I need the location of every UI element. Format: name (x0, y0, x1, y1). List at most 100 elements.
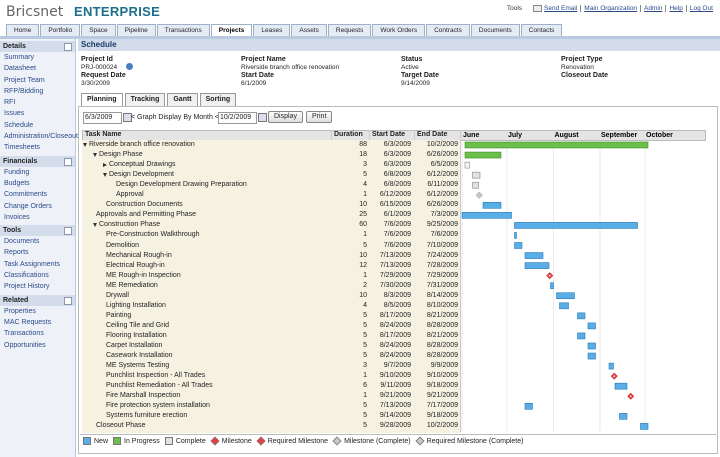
task-duration: 60 (359, 221, 367, 229)
nav-tab[interactable]: Portfolio (40, 24, 81, 36)
sidebar-link[interactable]: Change Orders (4, 202, 52, 210)
nav-tab[interactable]: Assets (291, 24, 327, 36)
button[interactable]: Print (306, 111, 333, 123)
nav-tab[interactable]: Leases (253, 24, 291, 36)
nav-tab[interactable]: Contacts (520, 24, 563, 36)
nav-tab[interactable]: Contracts (426, 24, 470, 36)
legend-item: Complete (164, 437, 206, 445)
sidebar-link[interactable]: Opportunities (4, 341, 46, 349)
top-link[interactable]: Admin (644, 5, 663, 12)
task-end: 6/12/2009 (426, 171, 458, 179)
calendar-icon[interactable] (258, 113, 267, 122)
tree-toggle[interactable] (93, 152, 97, 157)
task-name: Fire protection system installation (106, 402, 210, 410)
top-link-wrap: Log Out (685, 5, 716, 12)
sidebar-link[interactable]: Datasheet (4, 65, 36, 73)
collapse-icon[interactable] (64, 296, 72, 305)
sidebar-section-header[interactable]: Related (0, 294, 75, 306)
task-start: 8/17/2009 (379, 331, 411, 339)
tree-toggle[interactable] (93, 222, 97, 227)
view-tab[interactable]: Planning (81, 93, 123, 106)
sidebar-link[interactable]: Funding (4, 168, 30, 176)
tree-toggle[interactable] (103, 172, 107, 177)
collapse-icon[interactable] (64, 43, 72, 51)
gantt-bar (461, 212, 512, 219)
sidebar-link[interactable]: RFI (4, 99, 16, 107)
sidebar-link[interactable]: Project Team (4, 76, 45, 84)
top-link[interactable]: Help (669, 5, 683, 12)
sidebar-link[interactable]: Timesheets (4, 144, 40, 152)
tree-toggle[interactable] (83, 142, 87, 147)
sidebar-link[interactable]: Administration/Closeout (4, 133, 78, 141)
task-duration: 1 (363, 191, 367, 199)
nav-tab[interactable]: Home (6, 24, 40, 36)
nav-tab[interactable]: Work Orders (372, 24, 426, 36)
task-duration: 5 (363, 241, 367, 249)
task-duration: 18 (359, 151, 367, 159)
sidebar-section-header[interactable]: Tools (0, 225, 75, 237)
task-start: 6/3/2009 (383, 161, 411, 169)
sidebar-section-header[interactable]: Financials (0, 155, 75, 167)
sidebar-link[interactable]: Commitments (4, 191, 48, 199)
task-duration: 10 (359, 291, 367, 299)
sidebar-link[interactable]: MAC Requests (4, 318, 52, 326)
nav-tab[interactable]: Requests (327, 24, 372, 36)
top-link[interactable]: Send Email (544, 5, 578, 12)
field-label: Start Date (241, 72, 275, 79)
task-end: 6/26/2009 (426, 151, 458, 159)
view-tabs: Planning Tracking Gantt Sorting (81, 93, 238, 106)
task-end: 7/3/2009 (430, 211, 458, 219)
button[interactable]: Display (268, 111, 303, 123)
task-start: 7/29/2009 (379, 271, 411, 279)
sidebar-section-header[interactable]: Details (0, 41, 75, 52)
nav-tab[interactable]: Transactions (156, 24, 210, 36)
collapse-icon[interactable] (64, 157, 72, 166)
sidebar-link[interactable]: Project History (4, 283, 50, 291)
task-duration: 4 (363, 181, 367, 189)
task-duration: 4 (363, 301, 367, 309)
gantt-bar (559, 302, 569, 310)
task-start: 9/10/2009 (379, 372, 411, 380)
task-start: 6/3/2009 (383, 151, 411, 159)
top-link[interactable]: Main Organization (584, 5, 638, 12)
task-name: Ceiling Tile and Grid (106, 321, 170, 329)
date-input[interactable]: 6/3/2009 (83, 112, 122, 124)
sidebar-link[interactable]: Issues (4, 110, 25, 118)
sidebar-link[interactable]: Reports (4, 249, 29, 257)
tools-menu[interactable]: Tools (506, 5, 523, 12)
nav-tabs: Home Portfolio Space Pipeline Transactions Pr… (6, 24, 563, 36)
legend-item: In Progress (113, 437, 160, 445)
nav-tab[interactable]: Projects (210, 24, 253, 36)
sidebar-link[interactable]: Schedule (4, 121, 34, 129)
tree-toggle[interactable] (103, 162, 107, 167)
nav-tab[interactable]: Space (81, 24, 116, 36)
nav-tab[interactable]: Pipeline (116, 24, 156, 36)
nav-tab[interactable]: Documents (470, 24, 520, 36)
view-tab[interactable]: Sorting (199, 93, 237, 106)
sidebar-link[interactable]: Transactions (4, 330, 44, 338)
task-start: 9/7/2009 (383, 362, 411, 370)
view-tab[interactable]: Tracking (124, 93, 166, 106)
info-icon[interactable] (126, 63, 133, 70)
date-input[interactable]: 10/2/2009 (218, 112, 257, 124)
sidebar-link[interactable]: Classifications (4, 272, 49, 280)
top-link[interactable]: Log Out (689, 5, 713, 12)
legend-divider (80, 434, 716, 435)
task-name: Fire Marshall Inspection (106, 392, 181, 400)
collapse-icon[interactable] (64, 227, 72, 236)
task-end: 9/18/2009 (426, 382, 458, 390)
sidebar-link[interactable]: Invoices (4, 213, 30, 221)
sidebar-link[interactable]: Summary (4, 54, 34, 61)
gantt-bar (482, 202, 502, 209)
calendar-icon[interactable] (123, 113, 132, 122)
sidebar-link[interactable]: Task Assignments (4, 260, 61, 268)
sidebar-link[interactable]: RFP/Bidding (4, 87, 44, 95)
sidebar-link[interactable]: Documents (4, 238, 40, 246)
view-tab[interactable]: Gantt (167, 93, 198, 106)
field-value: Riverside branch office renovation (241, 64, 340, 71)
gantt-bar (577, 332, 586, 340)
sidebar-link[interactable]: Budgets (4, 179, 30, 187)
task-end: 6/11/2009 (427, 181, 458, 189)
top-link-wrap: Send Email (530, 5, 580, 12)
sidebar-link[interactable]: Properties (4, 307, 36, 315)
